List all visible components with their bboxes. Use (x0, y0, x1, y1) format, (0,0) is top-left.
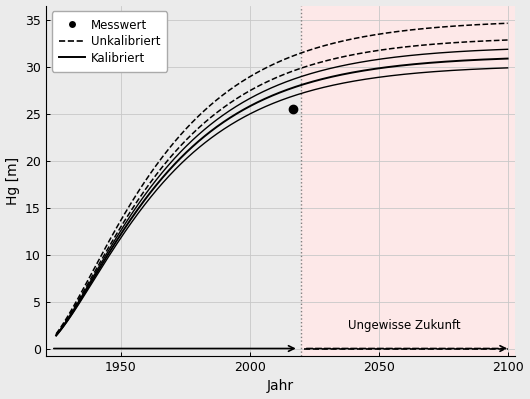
Unkalibriert (53, 332, 59, 336)
X-axis label: Jahr: Jahr (267, 379, 294, 393)
Unkalibriert (505, 21, 511, 26)
Kalibriert (505, 56, 511, 61)
Unkalibriert (393, 29, 399, 34)
Unkalibriert (133, 193, 139, 198)
Kalibriert (53, 333, 59, 338)
Kalibriert (355, 69, 361, 74)
Legend: Messwert, Unkalibriert, Kalibriert: Messwert, Unkalibriert, Kalibriert (52, 12, 167, 72)
Kalibriert (393, 64, 399, 69)
Kalibriert (133, 209, 139, 214)
Kalibriert (257, 99, 263, 103)
Kalibriert (169, 164, 175, 169)
Unkalibriert (319, 44, 325, 49)
Y-axis label: Hg [m]: Hg [m] (5, 157, 20, 205)
Kalibriert (319, 77, 325, 81)
Unkalibriert (355, 36, 361, 40)
Line: Unkalibriert: Unkalibriert (56, 23, 508, 334)
Bar (301, 6, 530, 356)
Unkalibriert (257, 68, 263, 73)
Text: Ungewisse Zukunft: Ungewisse Zukunft (348, 318, 461, 332)
Line: Kalibriert: Kalibriert (56, 59, 508, 336)
Unkalibriert (169, 142, 175, 147)
